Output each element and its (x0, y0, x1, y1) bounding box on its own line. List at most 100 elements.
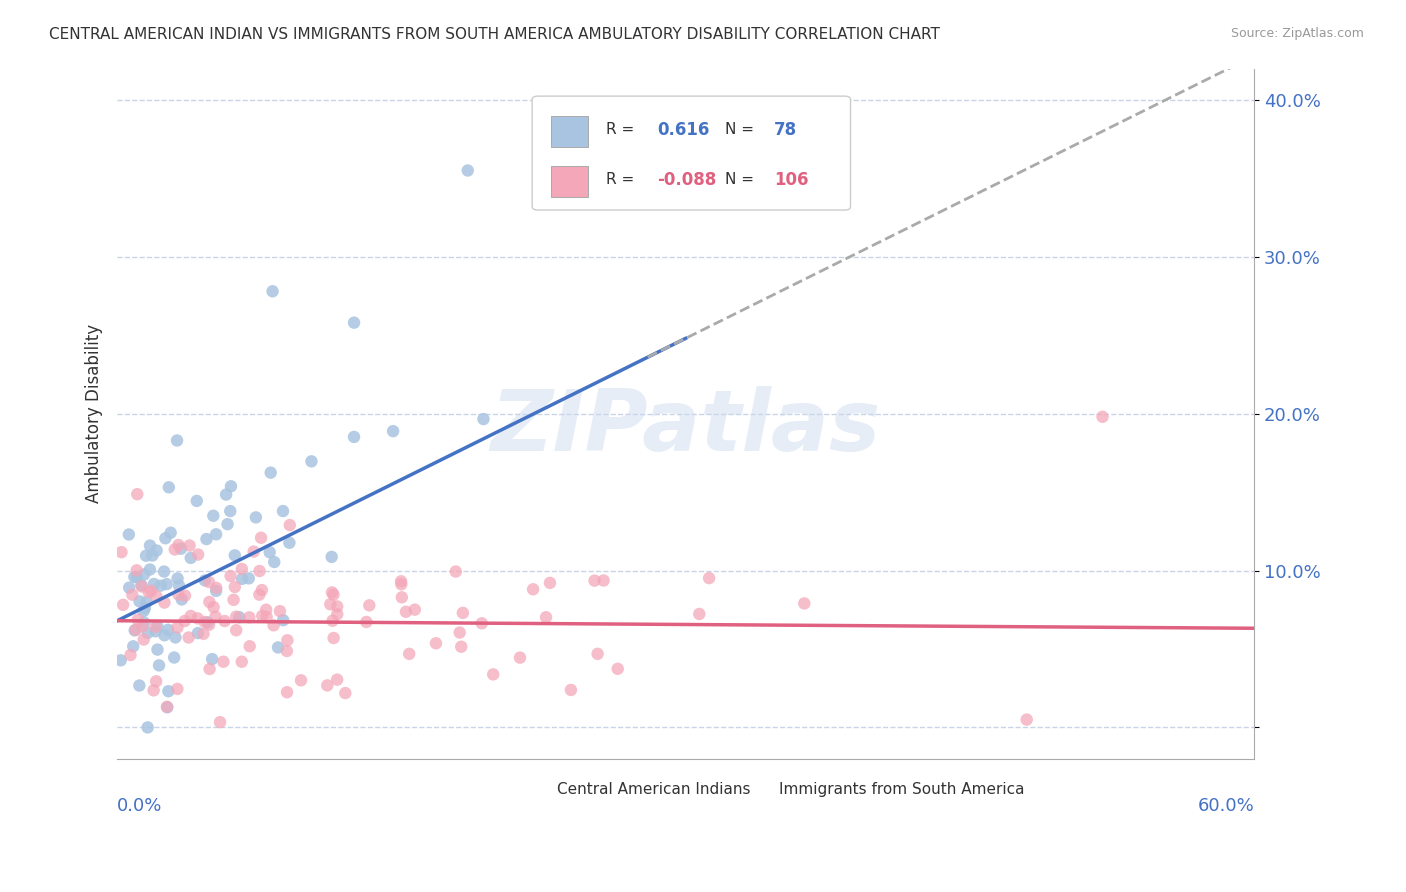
Point (125, 570, 148, 584)
Point (131, 619, 153, 633)
Point (145, 620, 167, 634)
Point (326, 607, 349, 622)
Point (128, 679, 150, 693)
Point (186, 494, 208, 508)
Point (145, 543, 167, 558)
Point (217, 517, 239, 532)
Point (155, 531, 177, 545)
Point (356, 615, 378, 629)
Point (202, 508, 225, 523)
Point (231, 655, 253, 669)
Point (198, 595, 221, 609)
Point (112, 598, 135, 612)
Point (444, 565, 467, 579)
Point (267, 640, 290, 655)
Point (276, 685, 298, 699)
Point (335, 686, 357, 700)
Point (204, 609, 226, 624)
Point (153, 628, 176, 642)
Point (146, 619, 169, 633)
Point (560, 682, 582, 697)
Point (322, 614, 344, 628)
Point (263, 618, 285, 632)
Point (125, 563, 148, 577)
Text: R =: R = (606, 172, 634, 187)
Point (167, 587, 190, 601)
Point (224, 580, 246, 594)
Point (321, 585, 343, 599)
Point (225, 609, 247, 624)
Text: -0.088: -0.088 (657, 171, 717, 189)
Point (231, 562, 253, 576)
Point (157, 623, 180, 637)
Point (326, 673, 349, 687)
Point (156, 577, 179, 591)
Point (145, 624, 167, 639)
Point (263, 555, 285, 569)
Point (395, 605, 418, 619)
Point (231, 572, 253, 586)
Point (132, 615, 155, 630)
Point (259, 545, 281, 559)
Point (398, 647, 420, 661)
Point (193, 627, 215, 641)
Point (124, 623, 146, 637)
Point (187, 548, 209, 562)
Point (187, 626, 209, 640)
Point (1015, 713, 1038, 727)
Point (205, 527, 228, 541)
Point (343, 430, 366, 444)
Text: 106: 106 (775, 171, 808, 189)
Point (359, 599, 381, 613)
Point (254, 603, 277, 617)
Point (156, 699, 179, 714)
Point (688, 607, 710, 621)
Bar (551, 166, 588, 197)
Point (166, 571, 188, 585)
Point (135, 549, 157, 563)
Point (252, 608, 274, 623)
Text: Source: ZipAtlas.com: Source: ZipAtlas.com (1230, 27, 1364, 40)
Point (170, 592, 193, 607)
Point (141, 549, 163, 563)
Point (124, 570, 146, 584)
Point (198, 574, 221, 589)
Point (174, 589, 197, 603)
Point (132, 632, 155, 647)
Point (195, 532, 218, 546)
Point (522, 582, 544, 597)
Point (153, 565, 176, 579)
Point (198, 662, 221, 676)
Point (180, 608, 202, 623)
Point (118, 527, 141, 541)
Point (322, 588, 344, 602)
Text: CENTRAL AMERICAN INDIAN VS IMMIGRANTS FROM SOUTH AMERICA AMBULATORY DISABILITY C: CENTRAL AMERICAN INDIAN VS IMMIGRANTS FR… (49, 27, 941, 42)
Point (382, 424, 405, 438)
Point (122, 640, 145, 654)
Point (167, 578, 190, 592)
Point (128, 594, 150, 608)
Point (159, 525, 181, 540)
Point (121, 588, 143, 602)
Point (187, 611, 209, 625)
Point (224, 549, 246, 563)
Y-axis label: Ambulatory Disability: Ambulatory Disability (86, 324, 103, 503)
Text: N =: N = (725, 172, 755, 187)
Point (343, 316, 366, 330)
Point (269, 604, 291, 618)
Text: 78: 78 (775, 120, 797, 138)
Bar (526, 780, 551, 800)
Point (276, 633, 298, 648)
Point (146, 642, 169, 657)
Point (124, 624, 146, 638)
Point (145, 590, 167, 604)
Point (110, 653, 132, 667)
Point (278, 518, 301, 533)
Text: 0.616: 0.616 (657, 120, 710, 138)
Point (131, 578, 153, 592)
Text: R =: R = (606, 122, 634, 137)
Point (177, 631, 200, 645)
Point (245, 510, 267, 524)
Point (166, 434, 188, 448)
Point (322, 631, 344, 645)
